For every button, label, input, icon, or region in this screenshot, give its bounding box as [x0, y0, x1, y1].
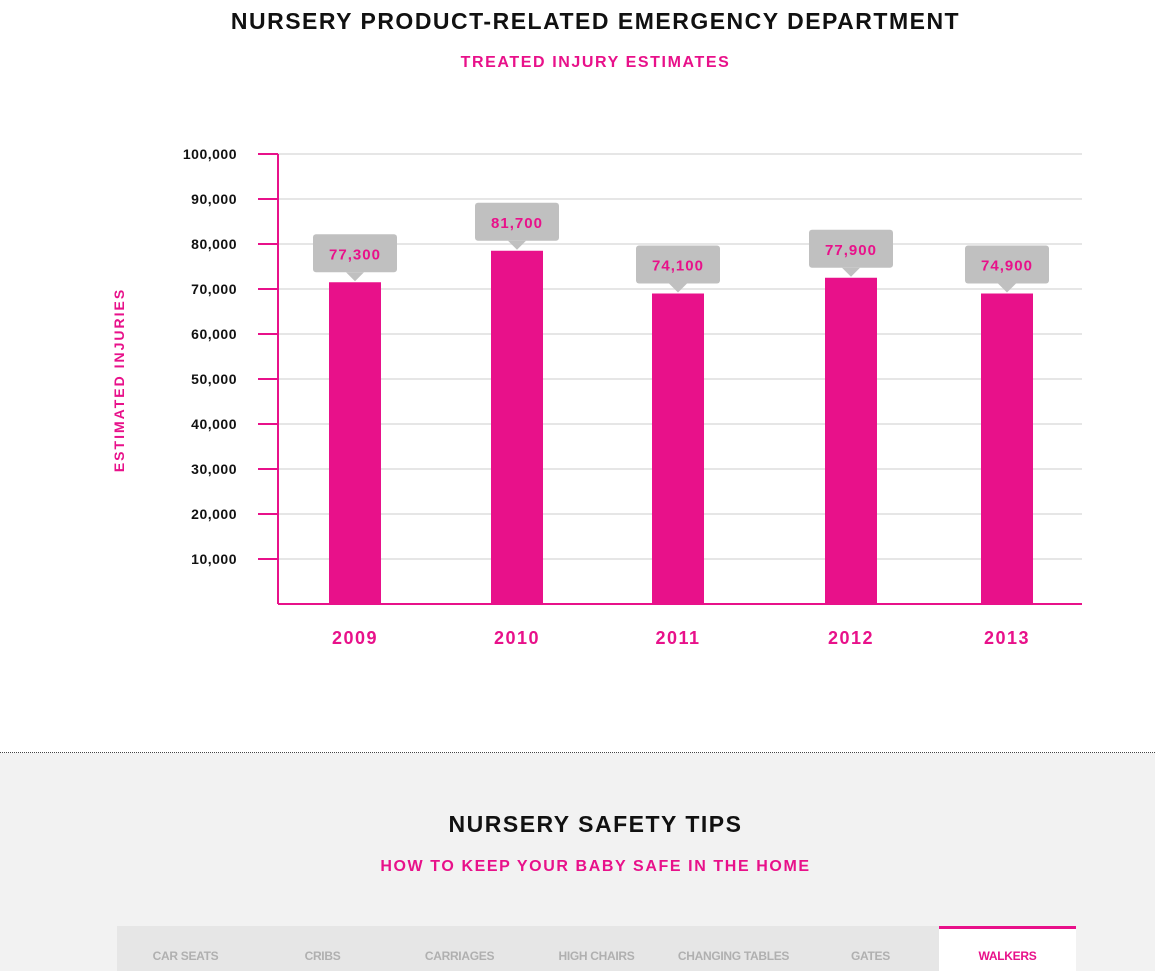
data-label-2010: 81,700 [475, 202, 559, 250]
x-tick-label: 2011 [655, 628, 700, 648]
data-label-pointer [998, 283, 1016, 293]
tab-car-seats[interactable]: CAR SEATS [152, 949, 219, 963]
y-axis-label: ESTIMATED INJURIES [111, 288, 127, 472]
x-tick-label: 2013 [984, 628, 1030, 648]
data-label-2011: 74,100 [636, 245, 720, 293]
y-tick-label: 50,000 [191, 371, 237, 387]
y-tick-label: 60,000 [191, 326, 237, 342]
data-label-text: 77,900 [825, 242, 877, 259]
y-tick-label: 10,000 [191, 551, 237, 567]
y-tick-label: 70,000 [191, 281, 237, 297]
safety-tabs: CAR SEATS CRIBS CARRIAGES HIGH CHAIRS CH… [117, 926, 1076, 971]
chart-title: NURSERY PRODUCT-RELATED EMERGENCY DEPART… [230, 8, 961, 34]
data-label-bubble [636, 245, 720, 284]
chart-section: NURSERY PRODUCT-RELATED EMERGENCY DEPART… [111, 8, 1082, 648]
tab-gates[interactable]: GATES [851, 949, 890, 963]
data-label-pointer [669, 283, 687, 293]
data-label-pointer [842, 267, 860, 277]
data-label-2009: 77,300 [313, 234, 397, 282]
data-label-bubble [313, 234, 397, 273]
x-tick-label: 2009 [332, 628, 378, 648]
data-label-bubble [809, 229, 893, 268]
data-label-2013: 74,900 [965, 245, 1049, 293]
section-divider [0, 752, 1155, 753]
y-tick-label: 40,000 [191, 416, 237, 432]
bar-2009 [329, 282, 381, 603]
data-label-bubble [475, 202, 559, 241]
chart-subtitle: TREATED INJURY ESTIMATES [460, 54, 731, 71]
bar-2013 [981, 293, 1033, 603]
data-label-text: 81,700 [491, 215, 543, 232]
y-tick-label: 100,000 [183, 146, 237, 162]
tips-subtitle: HOW TO KEEP YOUR BABY SAFE IN THE HOME [380, 858, 811, 875]
data-label-text: 74,100 [652, 258, 704, 275]
data-label-text: 77,300 [329, 246, 381, 263]
bar-2010 [491, 250, 543, 603]
tab-high-chairs[interactable]: HIGH CHAIRS [558, 949, 635, 963]
data-label-pointer [508, 240, 526, 250]
tab-walkers[interactable]: WALKERS [939, 926, 1076, 971]
bar-chart: 10,000 20,000 30,000 40,000 50,000 60,000 70,0… [111, 146, 1082, 648]
bar-2011 [652, 293, 704, 603]
x-tick-label: 2010 [494, 628, 540, 648]
tips-title: NURSERY SAFETY TIPS [448, 811, 743, 837]
data-label-pointer [346, 272, 364, 282]
tab-cribs[interactable]: CRIBS [304, 949, 341, 963]
bar-2012 [825, 277, 877, 603]
y-tick-label: 90,000 [191, 191, 237, 207]
data-label-bubble [965, 245, 1049, 284]
y-tick-label: 30,000 [191, 461, 237, 477]
tab-carriages[interactable]: CARRIAGES [424, 949, 495, 963]
tab-changing-tables[interactable]: CHANGING TABLES [677, 949, 790, 963]
y-tick-label: 20,000 [191, 506, 237, 522]
y-tick-label: 80,000 [191, 236, 237, 252]
data-label-text: 74,900 [981, 258, 1033, 275]
safety-tips-section: NURSERY SAFETY TIPS HOW TO KEEP YOUR BAB… [0, 753, 1155, 971]
x-tick-label: 2012 [828, 628, 874, 648]
data-label-2012: 77,900 [809, 229, 893, 277]
